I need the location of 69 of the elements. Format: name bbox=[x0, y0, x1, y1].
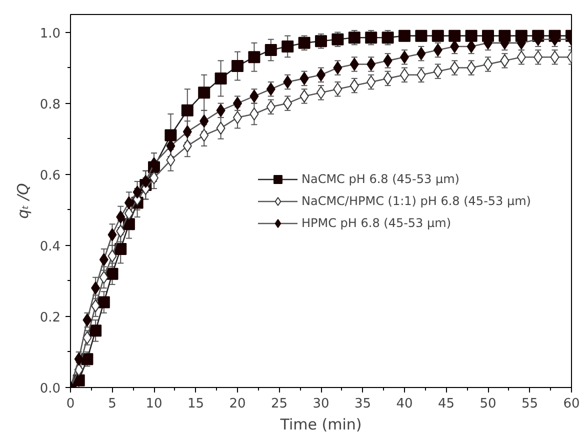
point bbox=[91, 282, 100, 295]
point bbox=[182, 139, 192, 152]
point bbox=[250, 107, 259, 120]
point bbox=[98, 296, 110, 308]
point bbox=[108, 250, 117, 263]
point bbox=[99, 270, 108, 284]
legend-label: NaCMC/HPMC (1:1) pH 6.8 (45-53 µm) bbox=[301, 194, 531, 208]
x-tick-label: 45 bbox=[438, 396, 455, 412]
x-tick-label: 0 bbox=[66, 396, 75, 412]
point bbox=[200, 114, 209, 128]
point bbox=[415, 30, 428, 42]
legend-label: HPMC pH 6.8 (45-53 µm) bbox=[301, 216, 452, 230]
point bbox=[264, 44, 277, 56]
y-tick-label: 0.2 bbox=[40, 310, 61, 326]
x-tick-label: 60 bbox=[563, 396, 580, 412]
y-tick-label: 1.0 bbox=[40, 26, 61, 42]
x-tick-label: 30 bbox=[312, 396, 330, 412]
point bbox=[166, 154, 176, 167]
x-tick-label: 40 bbox=[396, 396, 413, 412]
point bbox=[298, 36, 310, 49]
y-tick-label: 0.0 bbox=[40, 382, 61, 396]
y-tick-label: 0.8 bbox=[40, 97, 61, 112]
point bbox=[91, 299, 100, 312]
point bbox=[232, 60, 244, 72]
point bbox=[108, 228, 117, 242]
point bbox=[200, 128, 209, 142]
point bbox=[124, 206, 134, 220]
y-tick-label: 0.4 bbox=[40, 239, 61, 254]
point bbox=[114, 242, 127, 255]
point bbox=[365, 32, 378, 44]
point bbox=[99, 253, 108, 266]
point bbox=[398, 30, 410, 42]
point bbox=[141, 174, 150, 188]
point bbox=[214, 72, 227, 84]
x-tick-label: 35 bbox=[354, 396, 372, 412]
x-tick-label: 55 bbox=[521, 396, 538, 412]
point bbox=[432, 30, 444, 42]
point bbox=[282, 40, 294, 52]
point bbox=[81, 353, 94, 366]
point bbox=[164, 129, 177, 142]
point bbox=[132, 186, 142, 199]
point bbox=[348, 32, 360, 44]
point bbox=[465, 30, 478, 42]
x-tick-label: 25 bbox=[270, 396, 288, 412]
x-tick-label: 10 bbox=[146, 396, 162, 412]
x-tick-label: 5 bbox=[108, 396, 116, 412]
point bbox=[181, 104, 194, 116]
x-tick-label: 15 bbox=[187, 396, 204, 412]
point bbox=[106, 268, 118, 280]
point bbox=[90, 324, 102, 337]
y-axis-title: qₜ /Q bbox=[14, 183, 32, 219]
x-tick-label: 50 bbox=[480, 396, 496, 412]
point bbox=[116, 224, 126, 238]
point bbox=[315, 35, 327, 48]
point bbox=[382, 32, 394, 44]
legend-label: NaCMC pH 6.8 (45-53 µm) bbox=[301, 172, 460, 186]
point bbox=[448, 30, 461, 42]
point bbox=[182, 125, 192, 138]
point bbox=[166, 139, 176, 152]
point bbox=[248, 51, 260, 64]
point bbox=[124, 196, 134, 210]
point bbox=[198, 86, 210, 99]
point bbox=[216, 122, 226, 135]
point bbox=[332, 33, 344, 46]
x-tick-label: 20 bbox=[229, 396, 246, 412]
x-axis-title: Time (min) bbox=[279, 416, 362, 434]
point bbox=[116, 210, 126, 224]
y-tick-label: 0.6 bbox=[40, 168, 61, 184]
point bbox=[122, 218, 135, 230]
